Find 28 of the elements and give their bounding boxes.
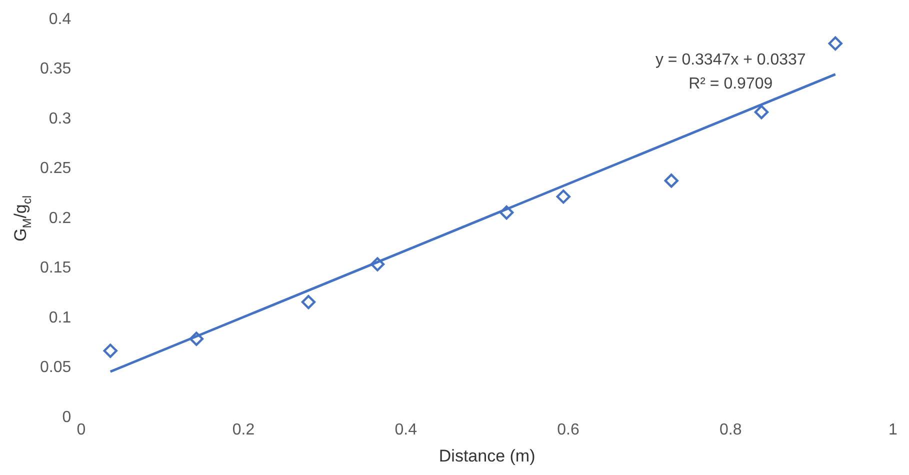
y-tick-label: 0.2 (48, 210, 72, 227)
point (556, 190, 570, 204)
x-tick-label: 0.6 (557, 421, 580, 438)
point (189, 332, 204, 346)
y-tick-label: 0.1 (48, 309, 72, 326)
y-tick-label: 0.3 (48, 110, 72, 128)
point (301, 294, 316, 310)
y-tick-label: 0.05 (40, 359, 72, 376)
annotation: R² = 0.9709 (688, 76, 773, 93)
x-axis-title: Distance (m) (438, 446, 536, 466)
y-tick-label: 0.15 (40, 260, 72, 277)
y-tick-label: 0.35 (40, 60, 72, 78)
point (370, 257, 385, 272)
point (754, 104, 769, 120)
y-tick-label: 0.4 (48, 11, 72, 28)
y-axis-title: GM/gcl (11, 195, 34, 242)
x-tick-label: 0.4 (394, 421, 418, 438)
point (499, 205, 514, 220)
y-tick-label: 0 (62, 408, 72, 426)
x-tick-label: 0 (76, 421, 86, 438)
point (664, 174, 678, 188)
x-tick-label: 0.2 (232, 421, 255, 438)
y-tick-label: 0.25 (40, 160, 72, 178)
x-tick-label: 0.8 (720, 421, 742, 438)
point (828, 36, 842, 51)
point (103, 344, 118, 358)
x-tick-label: 1 (888, 421, 898, 438)
annotation: y = 0.3347x + 0.0337 (655, 52, 806, 69)
